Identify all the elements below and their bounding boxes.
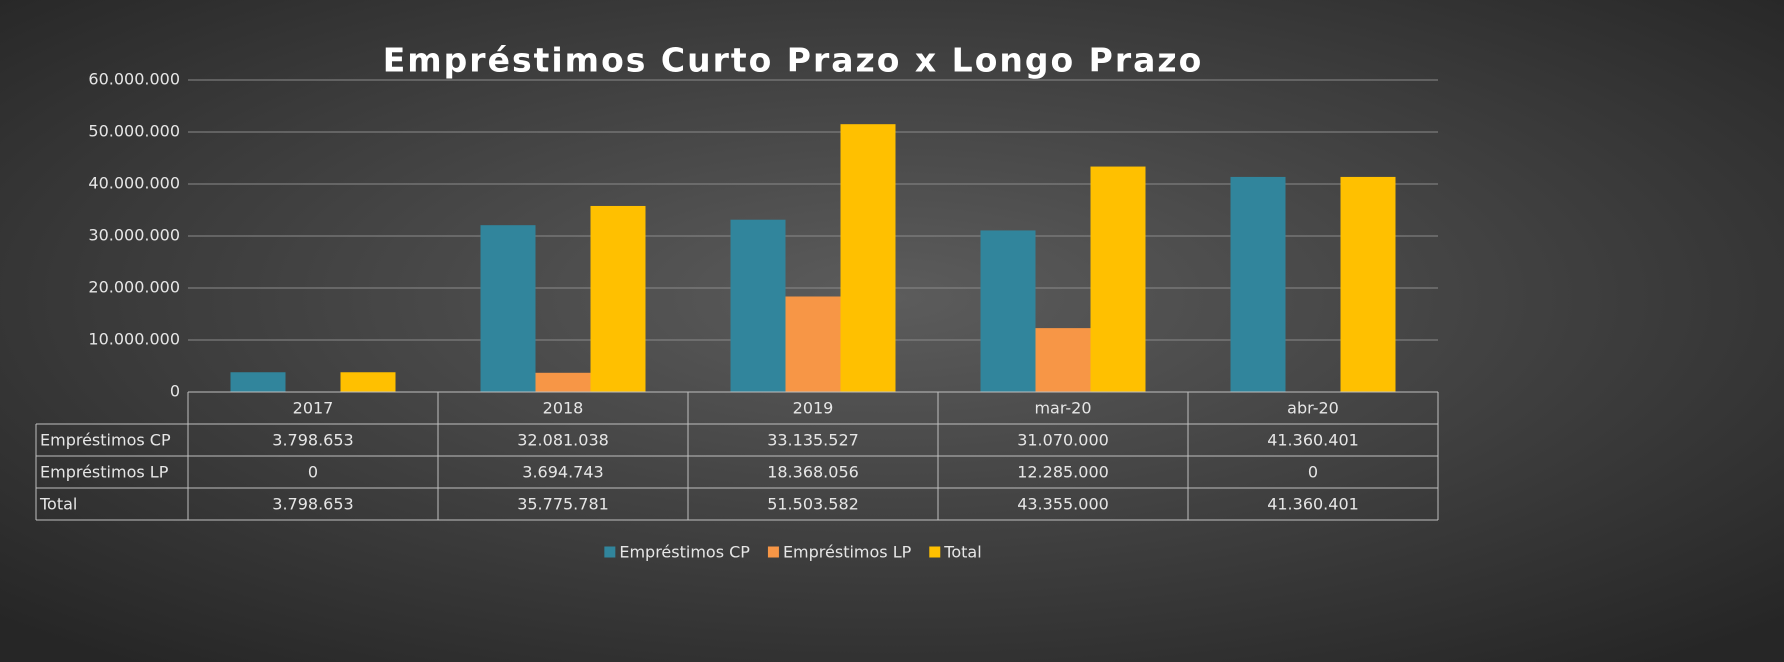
chart-title: Empréstimos Curto Prazo x Longo Prazo — [383, 41, 1204, 80]
data-label: 43.355.000 — [1017, 495, 1109, 514]
data-label: 3.694.743 — [522, 463, 603, 482]
table-row-label: Total — [39, 495, 77, 514]
y-tick-label: 10.000.000 — [88, 330, 180, 349]
x-tick-label: abr-20 — [1287, 399, 1339, 418]
legend-item: Total — [929, 543, 982, 562]
data-label: 41.360.401 — [1267, 431, 1359, 450]
data-label: 18.368.056 — [767, 463, 859, 482]
data-label: 31.070.000 — [1017, 431, 1109, 450]
bar — [1230, 176, 1286, 392]
bar — [230, 372, 286, 392]
x-tick-label: 2017 — [293, 399, 334, 418]
y-tick-label: 60.000.000 — [88, 70, 180, 89]
bar — [730, 219, 786, 392]
data-label: 51.503.582 — [767, 495, 859, 514]
legend-item: Empréstimos LP — [767, 543, 912, 562]
bar — [340, 372, 396, 392]
y-tick-label: 40.000.000 — [88, 174, 180, 193]
data-label: 3.798.653 — [272, 495, 353, 514]
legend-label: Empréstimos LP — [783, 543, 912, 562]
table-row-label: Empréstimos LP — [40, 463, 169, 482]
bar — [785, 296, 841, 392]
data-label: 41.360.401 — [1267, 495, 1359, 514]
x-tick-label: mar-20 — [1034, 399, 1091, 418]
legend-label: Empréstimos CP — [619, 543, 750, 562]
legend-swatch — [604, 546, 616, 558]
legend-item: Empréstimos CP — [604, 543, 750, 562]
y-tick-label: 50.000.000 — [88, 122, 180, 141]
bar — [590, 205, 646, 392]
legend-label: Total — [943, 543, 981, 562]
data-label: 0 — [308, 463, 318, 482]
bar — [535, 372, 591, 392]
data-label: 12.285.000 — [1017, 463, 1109, 482]
table-row-label: Empréstimos CP — [40, 431, 171, 450]
data-label: 0 — [1308, 463, 1318, 482]
data-label: 3.798.653 — [272, 431, 353, 450]
data-label: 32.081.038 — [517, 431, 609, 450]
legend-swatch — [929, 546, 941, 558]
bar — [980, 230, 1036, 392]
data-label: 33.135.527 — [767, 431, 859, 450]
bar — [1090, 166, 1146, 392]
legend-swatch — [767, 546, 779, 558]
x-tick-label: 2019 — [793, 399, 834, 418]
y-tick-label: 30.000.000 — [88, 226, 180, 245]
bar — [480, 225, 536, 392]
bar — [1035, 328, 1091, 392]
y-tick-label: 0 — [170, 382, 180, 401]
x-tick-label: 2018 — [543, 399, 584, 418]
y-tick-label: 20.000.000 — [88, 278, 180, 297]
data-label: 35.775.781 — [517, 495, 609, 514]
bar — [1340, 176, 1396, 392]
bar — [840, 124, 896, 393]
